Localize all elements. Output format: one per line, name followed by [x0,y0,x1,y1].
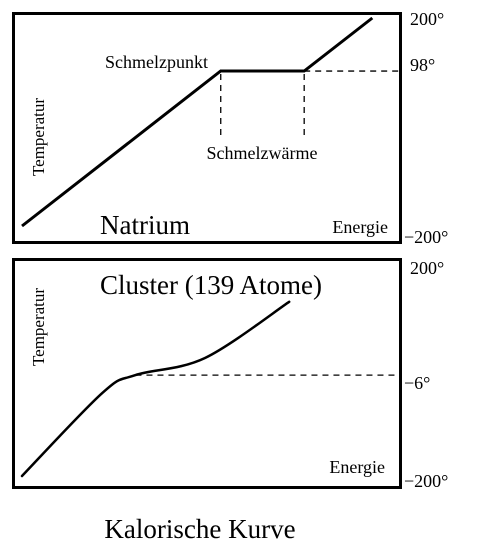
natrium-panel: Natrium Temperatur Energie Schmelzpunkt … [12,9,448,247]
natrium-x-axis-label: Energie [332,217,388,237]
natrium-y-tick-minus-200: −200° [404,227,448,247]
natrium-y-tick-200: 200° [410,9,444,29]
figure-caption: Kalorische Kurve [104,514,295,544]
cluster-caloric-curve [20,300,291,478]
cluster-x-axis-label: Energie [329,457,385,477]
cluster-y-tick-200: 200° [410,258,444,278]
natrium-caloric-curve [21,16,374,228]
cluster-plot-frame [12,258,402,489]
melting-point-annotation: Schmelzpunkt [105,52,208,72]
cluster-panel: Cluster (139 Atome) Temperatur Energie 2… [12,258,448,491]
cluster-y-tick-minus-200: −200° [404,471,448,491]
latent-heat-annotation: Schmelzwärme [207,143,318,163]
natrium-y-axis-label: Temperatur [29,98,48,176]
cluster-y-axis-label: Temperatur [29,288,48,366]
natrium-title: Natrium [100,210,190,240]
cluster-y-tick-minus-6: −6° [404,373,430,393]
natrium-y-tick-98: 98° [410,55,435,75]
cluster-title: Cluster (139 Atome) [100,270,322,300]
natrium-plot-frame [12,12,402,244]
